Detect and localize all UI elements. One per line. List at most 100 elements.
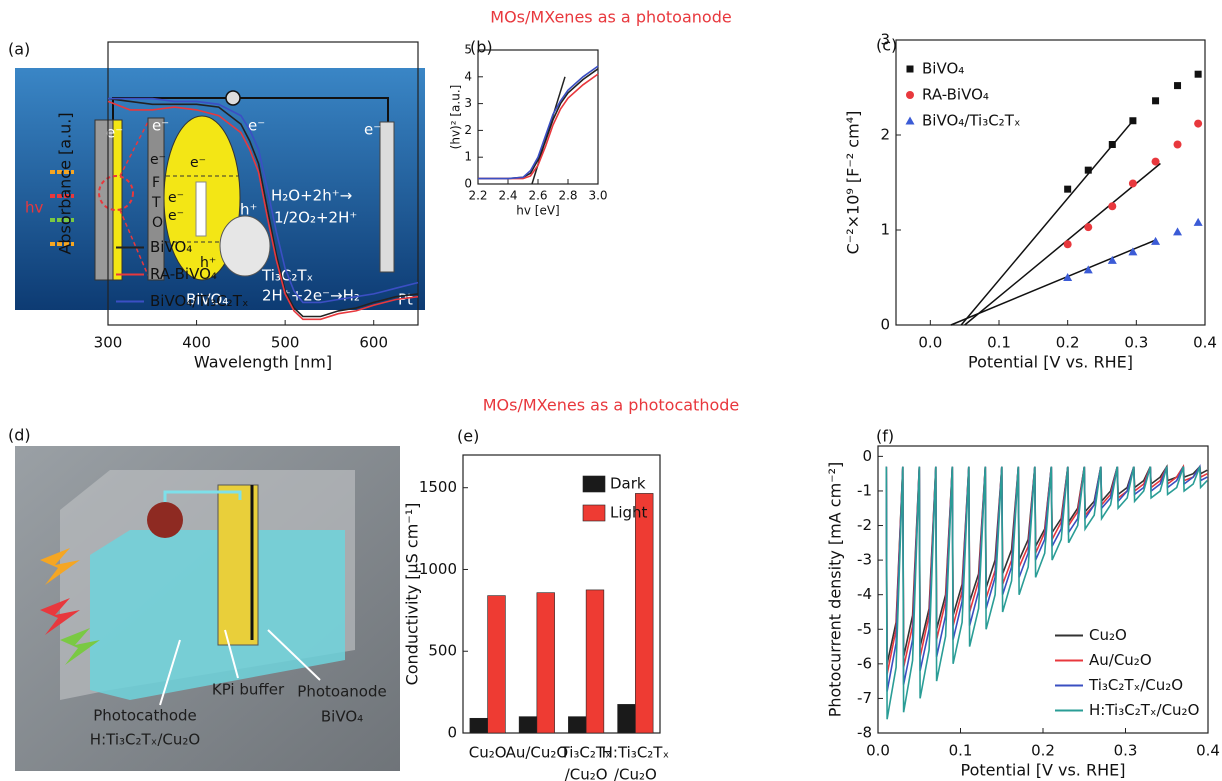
bar [518, 716, 538, 734]
x-tick-label: 0.0 [866, 742, 890, 760]
bar [469, 717, 488, 734]
legend-swatch [582, 475, 606, 493]
marker [1084, 166, 1092, 174]
x-tick-label: 0.2 [1031, 742, 1055, 760]
y-tick-label: 5 [464, 43, 472, 57]
pointer [224, 629, 239, 679]
y-tick-label: 1 [464, 150, 472, 164]
label: O [152, 215, 163, 231]
marker [1173, 227, 1183, 236]
label: e⁻ [152, 117, 169, 135]
x-tick-label: 0.1 [987, 334, 1011, 352]
legend-label: Light [610, 504, 648, 522]
marker [1194, 119, 1203, 128]
y-tick-label: 1 [880, 221, 890, 239]
y-tick-label: -1 [857, 481, 872, 499]
fit-line [960, 120, 1134, 326]
x-tick-label: Ti₃C₂Tₓ [560, 744, 612, 762]
plot-frame [462, 454, 661, 734]
x-axis-label: Wavelength [nm] [194, 353, 332, 372]
marker [1107, 255, 1117, 264]
x-axis-label: Potential [V vs. RHE] [961, 761, 1126, 780]
pt-electrode [379, 121, 395, 273]
heading: MOs/MXenes as a photoanode [490, 8, 731, 27]
label: KPi buffer [212, 681, 285, 699]
bar [585, 589, 605, 734]
legend-label: Cu₂O [1089, 626, 1127, 644]
bar [536, 592, 555, 734]
legend-marker [906, 65, 914, 73]
heading: MOs/MXenes as a photocathode [483, 396, 740, 415]
legend-label: Ti₃C₂Tₓ/Cu₂O [1088, 676, 1183, 694]
legend-label: Dark [610, 475, 646, 493]
zoom-line [119, 117, 151, 177]
wire [112, 97, 389, 122]
x-tick-label: Cu₂O [469, 744, 507, 762]
x-tick-label: 500 [271, 334, 300, 352]
legend-marker [905, 116, 915, 125]
light-icon [40, 548, 80, 585]
y-axis-label: (hv)² [a.u.] [449, 85, 463, 150]
x-tick-label: 0.4 [1196, 742, 1220, 760]
x-tick-label: Au/Cu₂O [506, 744, 569, 762]
label: F [152, 175, 160, 191]
legend-label: BiVO₄/Ti₃C₂Tₓ [922, 112, 1021, 130]
legend-label: Au/Cu₂O [1089, 651, 1152, 669]
y-tick-label: 1500 [419, 478, 457, 496]
label: e⁻ [190, 155, 206, 171]
legend-swatch [582, 504, 606, 522]
label: e⁻ [106, 124, 123, 142]
legend-label: BiVO₄ [150, 238, 192, 256]
marker [1151, 236, 1161, 245]
y-tick-label: -3 [857, 551, 872, 569]
x-tick-label: H:Ti₃C₂Tₓ [602, 744, 670, 762]
y-axis-label: Photocurrent density [mA cm⁻²] [826, 462, 845, 718]
x-tick-label: 400 [182, 334, 211, 352]
y-tick-label: 3 [464, 96, 472, 110]
label: e⁻ [168, 190, 184, 206]
y-axis-label: Absorbance [a.u.] [56, 112, 75, 254]
y-tick-label: -2 [857, 516, 872, 534]
plot-frame [107, 41, 419, 326]
fit-line [964, 162, 1161, 326]
y-tick-label: -6 [857, 654, 872, 672]
legend-label: RA-BiVO₄ [922, 86, 989, 104]
label: 1/2O₂+2H⁺ [274, 209, 357, 227]
marker [1064, 185, 1072, 193]
photocathode [147, 502, 183, 538]
label: h⁺ [240, 201, 257, 219]
x-axis-label: Potential [V vs. RHE] [968, 353, 1133, 372]
x-axis-label: hv [eV] [516, 204, 559, 218]
panel-label: (e) [457, 427, 479, 446]
marker [1129, 117, 1137, 125]
marker [1174, 82, 1182, 90]
label: T [151, 195, 161, 211]
marker [1128, 247, 1138, 256]
light-icon [40, 598, 80, 635]
marker [1128, 179, 1137, 188]
diagram-d: Photocathode H:Ti₃C₂Tₓ/Cu₂O KPi buffer P… [15, 446, 400, 771]
mxene-particle [219, 215, 271, 277]
x-tick-label: /Cu₂O [614, 766, 657, 781]
line [885, 466, 1208, 720]
bar [487, 595, 506, 734]
label: H₂O+2h⁺→ [271, 187, 352, 205]
y-tick-label: -4 [857, 585, 872, 603]
x-tick-label: 0.3 [1114, 742, 1138, 760]
label: h⁺ [200, 255, 216, 271]
y-tick-label: 4 [464, 69, 472, 83]
label: Photoanode [297, 683, 386, 701]
legend-label: H:Ti₃C₂Tₓ/Cu₂O [1089, 701, 1199, 719]
marker [1108, 141, 1116, 148]
marker [1193, 217, 1203, 226]
y-tick-label: 500 [428, 642, 457, 660]
x-tick-label: 2.4 [498, 189, 517, 203]
y-tick-label: -7 [857, 689, 872, 707]
panel-label: (a) [8, 40, 30, 59]
marker [1194, 70, 1202, 78]
line [107, 100, 419, 321]
electrode [94, 119, 114, 281]
panel-label: (d) [8, 426, 31, 445]
y-axis-label: Conductivity [µS cm⁻¹] [403, 503, 422, 686]
